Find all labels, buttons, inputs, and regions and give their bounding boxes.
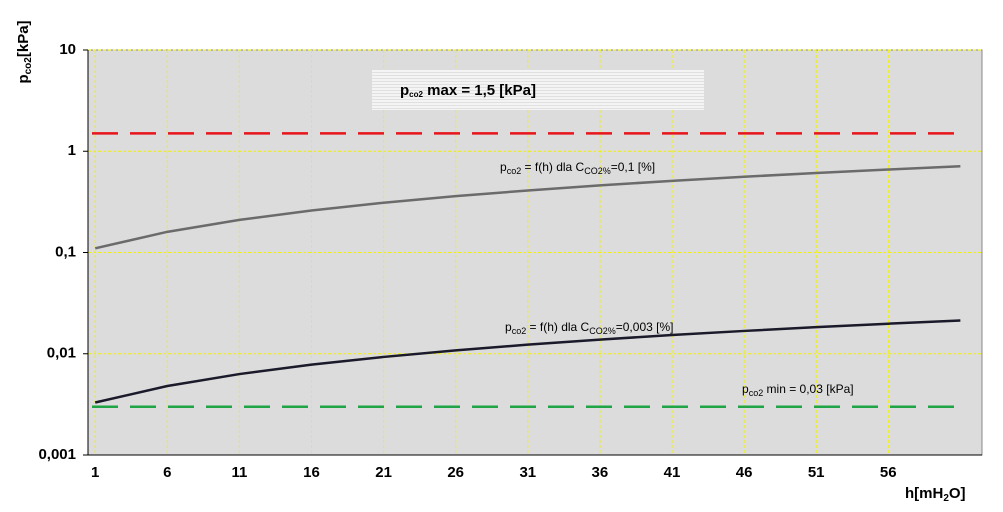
x-tick-label: 51 xyxy=(808,464,825,481)
label-part: [kPa] xyxy=(15,20,32,57)
label-part: h[mH xyxy=(905,485,943,502)
y-tick-label: 1 xyxy=(68,142,76,159)
label-part: =0,003 [%] xyxy=(616,320,674,334)
subscript: co2 xyxy=(512,326,527,336)
label-box xyxy=(372,70,704,110)
label-part: O] xyxy=(949,485,966,502)
subscript: co2 xyxy=(409,90,423,99)
x-tick-label: 41 xyxy=(664,464,681,481)
label-part: p xyxy=(500,160,507,174)
y-tick-label: 0,001 xyxy=(38,446,76,463)
subscript: 2 xyxy=(943,493,949,504)
label-part: max = 1,5 [kPa] xyxy=(423,82,536,99)
subscript: co2 xyxy=(23,57,34,75)
series-line xyxy=(94,165,961,250)
label: pco2 = f(h) dla CCO2%=0,1 [%] xyxy=(500,160,655,176)
label-part: = f(h) dla C xyxy=(526,320,589,334)
label: pco2 min = 0,03 [kPa] xyxy=(742,382,854,398)
label: pco2 = f(h) dla CCO2%=0,003 [%] xyxy=(505,320,673,336)
subscript: CO2% xyxy=(589,326,616,336)
label-part: p xyxy=(15,74,32,83)
x-tick-label: 56 xyxy=(880,464,897,481)
subscript: co2 xyxy=(749,388,764,398)
subscript: co2 xyxy=(507,166,522,176)
label-part: = f(h) dla C xyxy=(521,160,584,174)
x-tick-label: 36 xyxy=(592,464,609,481)
label: pco2 max = 1,5 [kPa] xyxy=(400,82,536,99)
label-part: min = 0,03 [kPa] xyxy=(763,382,853,396)
x-tick-label: 26 xyxy=(447,464,464,481)
label-part: p xyxy=(400,82,409,99)
x-tick-label: 16 xyxy=(303,464,320,481)
label-part: =0,1 [%] xyxy=(611,160,655,174)
x-tick-label: 1 xyxy=(91,464,99,481)
label: h[mH2O] xyxy=(905,485,966,504)
y-tick-label: 0,1 xyxy=(55,243,76,260)
x-tick-label: 21 xyxy=(375,464,392,481)
x-tick-label: 46 xyxy=(736,464,753,481)
label-part: p xyxy=(742,382,749,396)
x-tick-label: 6 xyxy=(163,464,171,481)
y-tick-label: 10 xyxy=(59,41,76,58)
label-part: p xyxy=(505,320,512,334)
subscript: CO2% xyxy=(584,166,611,176)
label: pco2[kPa] xyxy=(15,20,34,83)
y-tick-label: 0,01 xyxy=(47,345,76,362)
x-tick-label: 11 xyxy=(231,464,247,481)
series-line xyxy=(94,319,961,404)
x-tick-label: 31 xyxy=(519,464,536,481)
